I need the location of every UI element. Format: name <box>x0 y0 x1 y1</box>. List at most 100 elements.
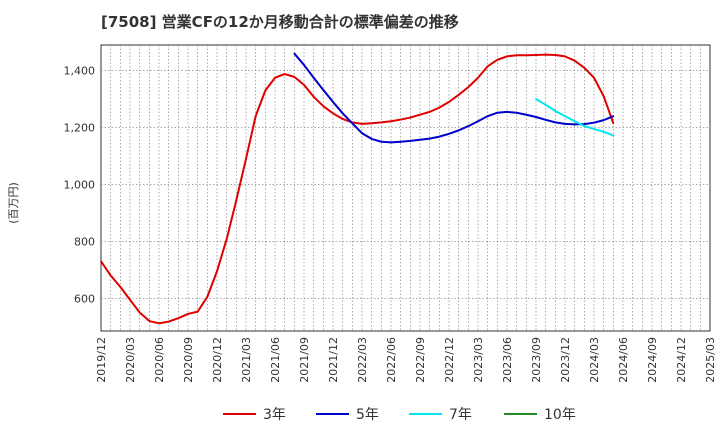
data-point <box>216 270 218 273</box>
data-point <box>564 55 566 58</box>
data-point <box>544 103 547 106</box>
data-point <box>593 128 595 130</box>
data-point <box>544 53 547 56</box>
data-point <box>245 157 247 160</box>
data-point <box>409 116 412 119</box>
x-tick-label: 2022/03 <box>356 337 369 383</box>
data-point <box>158 322 160 325</box>
data-point <box>380 121 383 124</box>
data-point <box>341 118 344 120</box>
data-point <box>332 112 334 115</box>
x-tick-label: 2022/06 <box>385 337 398 383</box>
data-point <box>283 73 286 75</box>
data-point <box>322 89 325 91</box>
data-point <box>448 132 450 135</box>
y-tick-label: 1,400 <box>64 65 96 78</box>
data-point <box>525 113 528 116</box>
data-point <box>399 140 402 143</box>
data-point <box>254 115 257 118</box>
series-layer <box>100 52 615 325</box>
data-point <box>486 65 489 68</box>
data-point <box>544 118 547 121</box>
data-point <box>196 310 199 313</box>
x-tick-label: 2020/06 <box>153 337 166 383</box>
data-point <box>177 317 180 320</box>
x-tick-label: 2021/09 <box>298 337 311 383</box>
data-point <box>303 83 305 86</box>
data-point <box>370 122 373 125</box>
x-tick-label: 2024/12 <box>675 337 688 383</box>
y-axis-label: (百万円) <box>7 182 20 224</box>
x-tick-label: 2024/09 <box>646 337 659 383</box>
data-point <box>602 130 605 133</box>
data-point <box>312 76 315 79</box>
data-point <box>477 120 479 123</box>
data-point <box>419 113 421 116</box>
data-point <box>428 137 431 140</box>
data-point <box>303 64 305 66</box>
data-point <box>167 320 170 323</box>
data-point <box>554 110 557 112</box>
data-point <box>593 76 595 79</box>
data-point <box>187 313 189 315</box>
x-tick-label: 2023/09 <box>530 337 543 383</box>
series-line-5年 <box>293 52 614 144</box>
grid <box>101 45 710 331</box>
data-point <box>361 132 363 135</box>
legend-label: 5年 <box>356 407 379 423</box>
legend-label: 10年 <box>544 407 576 423</box>
data-point <box>506 55 508 58</box>
data-point <box>448 101 450 103</box>
data-point <box>583 66 586 69</box>
data-point <box>341 112 344 115</box>
data-point <box>486 115 489 118</box>
data-point <box>515 54 518 57</box>
data-point <box>351 122 354 125</box>
data-point <box>129 298 131 301</box>
data-point <box>293 75 296 78</box>
data-point <box>564 115 566 118</box>
x-tick-label: 2021/06 <box>269 337 282 383</box>
series-line-3年 <box>100 53 615 325</box>
data-point <box>593 121 595 124</box>
data-point <box>554 54 557 56</box>
data-point <box>535 54 537 56</box>
data-point <box>583 123 586 126</box>
data-point <box>602 95 605 98</box>
x-tick-label: 2020/03 <box>124 337 137 383</box>
x-axis: 2019/12 2020/03 2020/06 2020/09 2020/12 2021/… <box>95 337 717 383</box>
x-tick-label: 2021/12 <box>327 337 340 383</box>
plot-area <box>100 44 711 332</box>
x-tick-label: 2025/03 <box>704 337 717 383</box>
data-point <box>612 122 615 125</box>
y-axis: 600 800 1,000 1,200 1,400 <box>64 65 96 306</box>
data-point <box>293 52 296 55</box>
data-point <box>438 135 441 138</box>
data-point <box>399 118 402 121</box>
data-point <box>148 320 151 322</box>
data-point <box>109 274 112 277</box>
x-tick-label: 2024/03 <box>588 337 601 383</box>
data-point <box>554 121 557 124</box>
data-point <box>496 111 499 114</box>
data-point <box>515 111 518 114</box>
data-point <box>138 311 141 314</box>
data-point <box>274 76 276 79</box>
data-point <box>573 120 576 123</box>
data-point <box>361 122 363 125</box>
data-point <box>264 89 267 92</box>
data-point <box>370 138 373 140</box>
chart-title: [7508] 営業CFの12か月移動合計の標準偏差の推移 <box>101 13 459 31</box>
data-point <box>380 140 383 143</box>
x-tick-label: 2021/03 <box>240 337 253 383</box>
x-tick-label: 2023/03 <box>472 337 485 383</box>
data-point <box>322 105 325 108</box>
data-point <box>457 93 460 96</box>
data-point <box>583 125 586 127</box>
data-point <box>390 141 392 144</box>
data-point <box>225 238 228 240</box>
x-tick-label: 2022/09 <box>414 337 427 383</box>
x-tick-label: 2023/12 <box>559 337 572 383</box>
data-point <box>612 134 615 137</box>
